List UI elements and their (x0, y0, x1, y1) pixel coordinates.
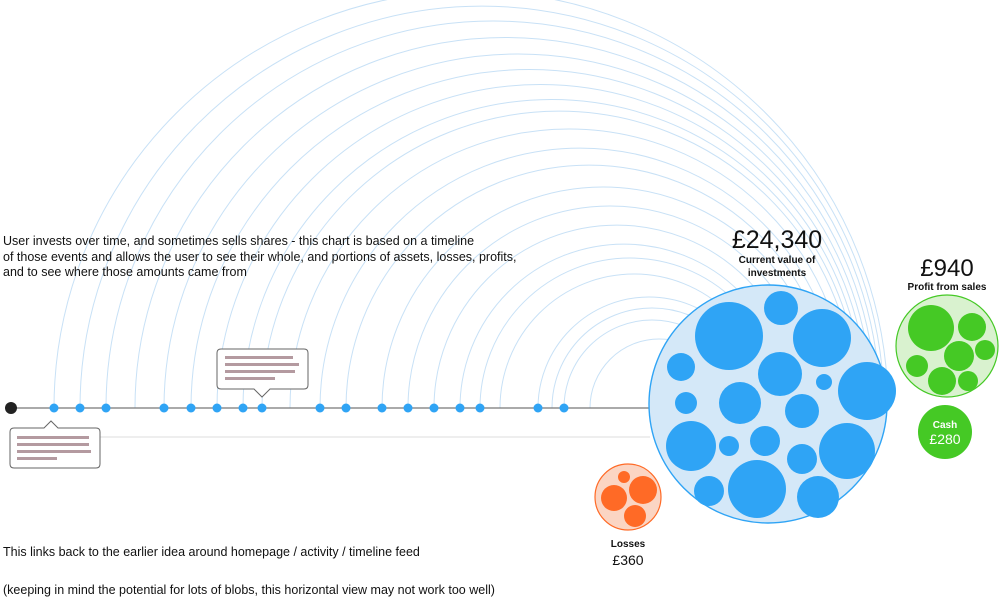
cash-amount: £280 (929, 431, 960, 447)
loss-bubbles (601, 471, 657, 527)
tooltip-text-line (225, 363, 299, 366)
investment-bubble (787, 444, 817, 474)
profit-bubble (906, 355, 928, 377)
investment-bubble (758, 352, 802, 396)
event-arc (261, 110, 857, 409)
investment-bubble (785, 394, 819, 428)
investment-bubble (728, 460, 786, 518)
timeline-event-dot[interactable] (75, 403, 85, 413)
profit-bubble (908, 305, 954, 351)
event-arc (53, 0, 889, 409)
timeline-event-dot[interactable] (533, 403, 543, 413)
investments-label-line1: Current value of (739, 255, 816, 266)
investment-bubble (750, 426, 780, 456)
timeline-event-dot[interactable] (49, 403, 59, 413)
cash-circle (918, 405, 972, 459)
footer-note-1: This links back to the earlier idea arou… (3, 545, 420, 559)
tooltip-bubble-above (216, 348, 309, 398)
timeline-event-dot[interactable] (159, 403, 169, 413)
investments-blob[interactable] (648, 284, 896, 524)
tooltip-text-line (17, 436, 89, 439)
event-arc (163, 53, 873, 409)
profit-bubble (975, 340, 995, 360)
timeline-event-dot[interactable] (559, 403, 569, 413)
timeline-event-dot[interactable] (238, 403, 248, 413)
tooltip-text-line (17, 457, 57, 460)
profit-bubbles (906, 305, 995, 395)
investment-bubble (719, 436, 739, 456)
event-arc (216, 84, 865, 409)
profit-bubble (928, 367, 956, 395)
event-arc (242, 99, 861, 409)
timeline-event-dot[interactable] (101, 403, 111, 413)
investment-bubble (838, 362, 896, 420)
event-arc (134, 37, 877, 409)
intro-line-3: and to see where those amounts came from (3, 265, 247, 279)
event-arc (190, 69, 869, 409)
timeline-event-dot[interactable] (186, 403, 196, 413)
tooltip-text-line (17, 443, 89, 446)
timeline-start-dot[interactable] (5, 402, 17, 414)
timeline-event-dot[interactable] (455, 403, 465, 413)
cash-blob[interactable]: Cash £280 (918, 405, 972, 459)
investments-amount: £24,340 (732, 226, 822, 254)
footer-note-2: (keeping in mind the potential for lots … (3, 583, 495, 597)
loss-bubble (629, 476, 657, 504)
profit-bubble (958, 371, 978, 391)
profit-bubble (944, 341, 974, 371)
investment-bubble (666, 421, 716, 471)
tooltip-bubble-below (9, 420, 101, 469)
timeline-event-dot[interactable] (429, 403, 439, 413)
investment-bubble (793, 309, 851, 367)
investment-bubbles (666, 291, 896, 518)
loss-bubble (601, 485, 627, 511)
intro-line-1: User invests over time, and sometimes se… (3, 234, 475, 248)
timeline-events (49, 403, 569, 413)
investment-bubble (695, 302, 763, 370)
investment-bubble (667, 353, 695, 381)
timeline-event-dot[interactable] (212, 403, 222, 413)
profit-amount: £940 (920, 255, 973, 282)
event-arc (289, 128, 849, 409)
investment-bubble (816, 374, 832, 390)
investment-bubble (764, 291, 798, 325)
timeline-event-dot[interactable] (315, 403, 325, 413)
event-arc (79, 5, 885, 409)
timeline-event-dot[interactable] (403, 403, 413, 413)
investment-bubble (675, 392, 697, 414)
investment-bubble (797, 476, 839, 518)
timeline-event-dot[interactable] (475, 403, 485, 413)
timeline-event-dot[interactable] (257, 403, 267, 413)
losses-label: Losses (611, 539, 646, 550)
intro-text: User invests over time, and sometimes se… (3, 234, 603, 281)
profit-bubble (958, 313, 986, 341)
loss-bubble (624, 505, 646, 527)
timeline-event-dot[interactable] (341, 403, 351, 413)
tooltip-text-line (225, 377, 275, 380)
tooltip-text-line (17, 450, 91, 453)
profit-label: Profit from sales (908, 282, 987, 293)
investments-label-line2: investments (748, 268, 807, 279)
investment-bubble (719, 382, 761, 424)
losses-blob[interactable] (594, 463, 662, 531)
investment-bubble (694, 476, 724, 506)
losses-amount: £360 (612, 552, 643, 568)
profit-blob[interactable] (895, 294, 999, 398)
intro-line-2: of those events and allows the user to s… (3, 249, 517, 264)
timeline-event-dot[interactable] (377, 403, 387, 413)
tooltip-text-line (225, 356, 293, 359)
investment-bubble (819, 423, 875, 479)
cash-label: Cash (933, 420, 957, 431)
event-arc (105, 20, 881, 409)
tooltip-text-line (225, 370, 295, 373)
event-arc (319, 147, 841, 409)
loss-bubble (618, 471, 630, 483)
